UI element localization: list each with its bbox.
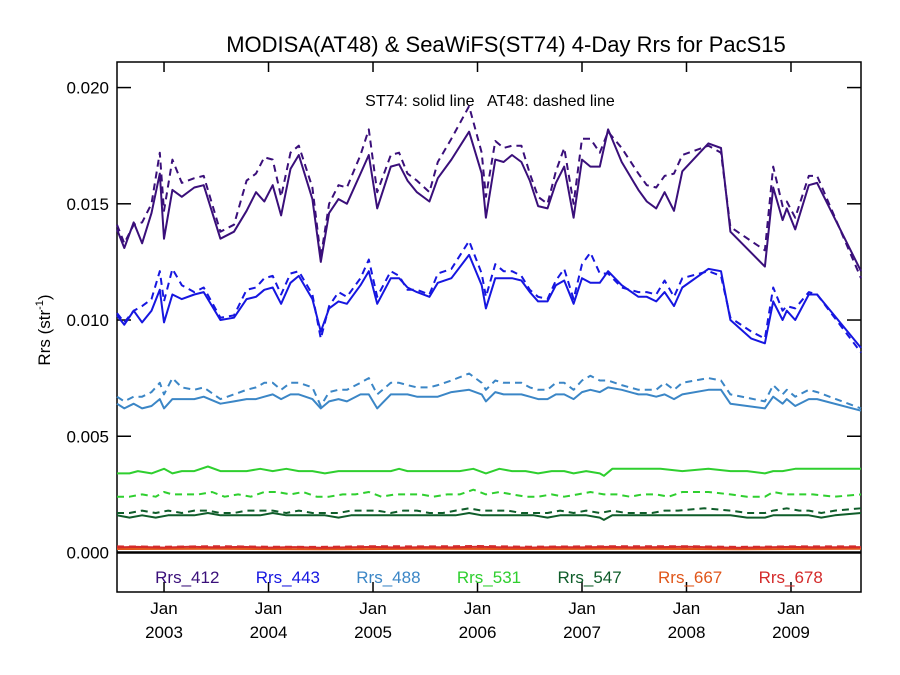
series-line-rrs-547-st74: [116, 512, 862, 521]
series-line-rrs-443-at48: [116, 240, 862, 354]
y-tick-label: 0.010: [66, 311, 109, 330]
y-tick-label: 0.005: [66, 427, 109, 446]
x-tick-year-label: 2005: [354, 623, 392, 642]
y-axis-label-main: Rrs (str: [35, 310, 54, 366]
x-axis: Jan 2003 Jan 2004 Jan 2005 Jan 2006 Jan 2007 Jan 20…: [145, 62, 810, 642]
x-tick-year-label: 2006: [459, 623, 497, 642]
x-tick-year-label: 2009: [772, 623, 810, 642]
x-tick-month-label: Jan: [777, 599, 804, 618]
x-tick-month-label: Jan: [464, 599, 491, 618]
series-line-rrs-531-st74: [117, 465, 861, 477]
legend-entry-rrs-667: Rrs_667: [658, 568, 722, 587]
y-axis-label-close: ): [35, 294, 54, 300]
legend: Rrs_412 Rrs_443 Rrs_488 Rrs_531 Rrs_547 Rrs_6…: [155, 568, 823, 587]
x-tick-year-label: 2007: [563, 623, 601, 642]
x-tick-month-label: Jan: [359, 599, 386, 618]
y-tick-label: 0.015: [66, 195, 109, 214]
legend-entry-rrs-412: Rrs_412: [155, 568, 219, 587]
y-tick-label: 0.000: [66, 543, 109, 562]
line-style-note: ST74: solid line AT48: dashed line: [365, 93, 615, 110]
y-axis: 0.000 0.005 0.010 0.015 0.020: [66, 79, 861, 562]
series-line-rrs-488-st74: [116, 386, 862, 412]
series-layer: [116, 105, 862, 554]
legend-entry-rrs-443: Rrs_443: [256, 568, 320, 587]
series-line-rrs-678-at48: [116, 545, 861, 548]
x-tick-month-label: Jan: [568, 599, 595, 618]
series-line-rrs-412-st74: [116, 128, 862, 272]
x-tick-year-label: 2004: [250, 623, 288, 642]
y-axis-label: Rrs (str-1): [34, 294, 54, 365]
plot-area: [116, 61, 862, 593]
series-line-rrs-412-at48: [116, 105, 862, 279]
legend-entry-rrs-531: Rrs_531: [457, 568, 521, 587]
x-tick-month-label: Jan: [673, 599, 700, 618]
y-axis-label-superscript: -1: [34, 300, 46, 310]
legend-entry-rrs-547: Rrs_547: [557, 568, 621, 587]
x-tick-month-label: Jan: [150, 599, 177, 618]
series-line-rrs-488-at48: [116, 372, 862, 410]
y-tick-label: 0.020: [66, 79, 109, 98]
legend-entry-rrs-678: Rrs_678: [759, 568, 823, 587]
plot-frame: [116, 61, 862, 593]
legend-entry-rrs-488: Rrs_488: [356, 568, 420, 587]
x-tick-year-label: 2008: [668, 623, 706, 642]
chart-title: MODISA(AT48) & SeaWiFS(ST74) 4-Day Rrs f…: [226, 32, 786, 57]
series-line-rrs-531-at48: [117, 488, 862, 498]
series-line-rrs-547-at48: [117, 507, 862, 514]
x-tick-month-label: Jan: [255, 599, 282, 618]
series-line-rrs-443-st74: [116, 253, 862, 349]
x-tick-year-label: 2003: [145, 623, 183, 642]
